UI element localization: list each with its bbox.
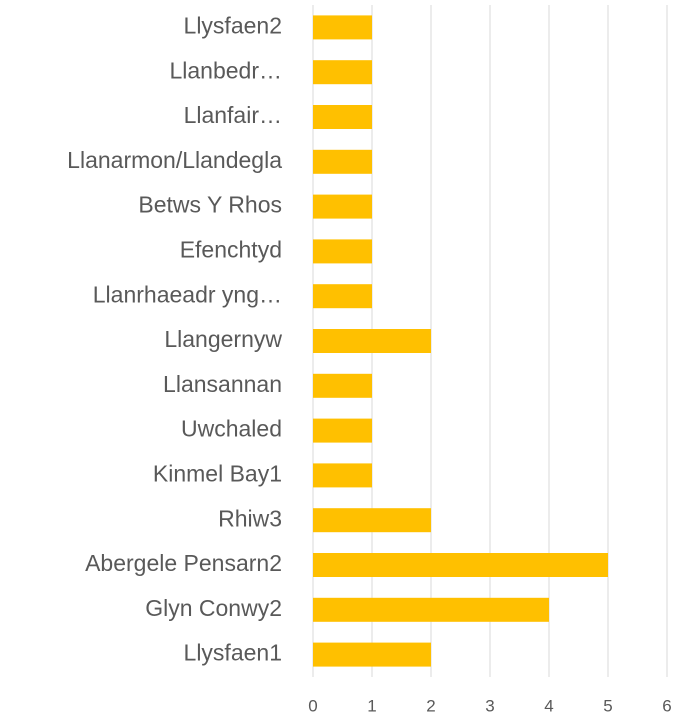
bar xyxy=(313,329,431,353)
bar xyxy=(313,463,372,488)
y-tick-label: Llansannan xyxy=(163,371,282,397)
x-tick-label: 5 xyxy=(603,696,612,715)
bar xyxy=(313,597,549,622)
y-tick-label: Llanrhaeadr yng… xyxy=(93,281,282,307)
x-tick-label: 1 xyxy=(367,696,376,715)
bar xyxy=(313,194,372,219)
y-tick-label: Efenchtyd xyxy=(180,236,282,262)
y-tick-label: Kinmel Bay1 xyxy=(153,460,282,486)
x-tick-label: 6 xyxy=(662,696,671,715)
y-tick-label: Llysfaen2 xyxy=(184,12,282,38)
bar xyxy=(313,105,372,129)
y-tick-label: Llanbedr… xyxy=(169,57,282,83)
bar xyxy=(313,553,608,577)
bar xyxy=(313,373,372,398)
bar xyxy=(313,60,372,85)
y-tick-label: Glyn Conwy2 xyxy=(145,595,282,621)
bar xyxy=(313,239,372,264)
y-tick-label: Rhiw3 xyxy=(218,505,282,531)
y-tick-label: Uwchaled xyxy=(181,416,282,442)
y-tick-label: Betws Y Rhos xyxy=(138,192,282,218)
bar xyxy=(313,418,372,443)
bar xyxy=(313,642,431,667)
x-tick-label: 2 xyxy=(426,696,435,715)
bar xyxy=(313,149,372,174)
x-tick-label: 0 xyxy=(308,696,317,715)
y-tick-label: Llangernyw xyxy=(164,326,282,352)
x-tick-label: 4 xyxy=(544,696,553,715)
bar xyxy=(313,15,372,40)
y-tick-label: Llysfaen1 xyxy=(184,640,282,666)
bar xyxy=(313,284,372,309)
bar xyxy=(313,508,431,533)
y-tick-label: Abergele Pensarn2 xyxy=(85,550,282,576)
y-tick-label: Llanfair… xyxy=(184,102,282,128)
x-tick-label: 3 xyxy=(485,696,494,715)
y-tick-label: Llanarmon/Llandegla xyxy=(67,147,282,173)
